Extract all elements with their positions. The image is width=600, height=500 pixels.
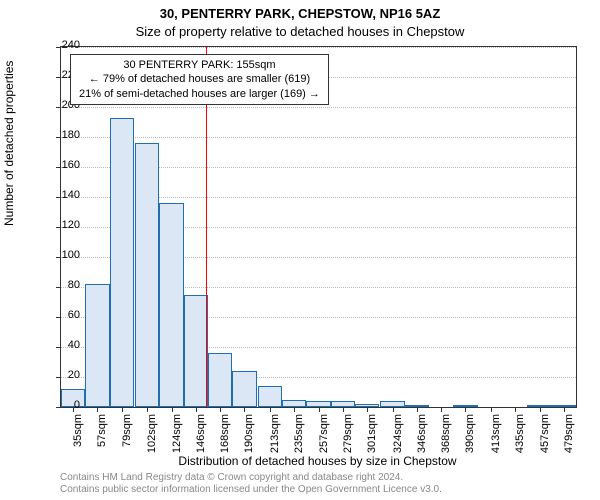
xtick-mark [491,407,492,412]
histogram-bar [135,143,159,407]
xtick-label: 457sqm [539,414,551,454]
xtick-label: 279sqm [342,414,354,454]
xtick-mark [441,407,442,412]
annotation-line2: ← 79% of detached houses are smaller (61… [79,72,320,86]
xtick-label: 79sqm [121,414,133,454]
xtick-mark [564,407,565,412]
xtick-label: 413sqm [490,414,502,454]
xtick-mark [97,407,98,412]
ytick-label: 40 [50,339,80,351]
xtick-label: 346sqm [416,414,428,454]
xtick-mark [540,407,541,412]
xtick-label: 190sqm [243,414,255,454]
gridline [61,137,576,138]
xtick-label: 324sqm [392,414,404,454]
ytick-label: 160 [50,159,80,171]
xtick-label: 479sqm [563,414,575,454]
annotation-line1: 30 PENTERRY PARK: 155sqm [79,58,320,72]
xtick-label: 57sqm [96,414,108,454]
xtick-label: 213sqm [269,414,281,454]
ytick-label: 180 [50,129,80,141]
xtick-mark [367,407,368,412]
ytick-label: 80 [50,279,80,291]
histogram-bar [85,284,109,407]
xtick-mark [393,407,394,412]
xtick-label: 235sqm [293,414,305,454]
license-line1: Contains HM Land Registry data © Crown c… [60,472,575,484]
ytick-label: 100 [50,249,80,261]
histogram-bar [184,295,208,408]
xtick-mark [122,407,123,412]
xtick-mark [465,407,466,412]
xtick-mark [417,407,418,412]
ytick-label: 60 [50,309,80,321]
xtick-mark [220,407,221,412]
xtick-mark [172,407,173,412]
gridline [61,107,576,108]
xtick-label: 390sqm [464,414,476,454]
xtick-label: 257sqm [318,414,330,454]
ytick-label: 120 [50,219,80,231]
ytick-label: 240 [50,39,80,51]
xtick-mark [294,407,295,412]
xtick-label: 168sqm [219,414,231,454]
histogram-bar [282,400,306,408]
xtick-label: 35sqm [72,414,84,454]
y-axis-label: Number of detached properties [2,61,16,226]
histogram-bar [208,353,232,407]
license-line2: Contains public sector information licen… [60,484,575,496]
xtick-mark [515,407,516,412]
xtick-label: 124sqm [171,414,183,454]
ytick-label: 140 [50,189,80,201]
xtick-mark [196,407,197,412]
gridline [61,47,576,48]
chart-container: 30, PENTERRY PARK, CHEPSTOW, NP16 5AZ Si… [0,0,600,500]
histogram-bar [110,118,134,408]
xtick-mark [270,407,271,412]
xtick-mark [319,407,320,412]
ytick-label: 20 [50,369,80,381]
ytick-label: 0 [50,399,80,411]
xtick-label: 146sqm [195,414,207,454]
xtick-label: 102sqm [146,414,158,454]
annotation-line3: 21% of semi-detached houses are larger (… [79,87,320,101]
chart-subtitle: Size of property relative to detached ho… [0,24,600,39]
xtick-mark [244,407,245,412]
histogram-bar [159,203,183,407]
xtick-mark [343,407,344,412]
xtick-label: 301sqm [366,414,378,454]
xtick-mark [147,407,148,412]
histogram-bar [258,386,282,407]
xtick-label: 368sqm [440,414,452,454]
histogram-bar [232,371,256,407]
annotation-box: 30 PENTERRY PARK: 155sqm ← 79% of detach… [70,54,329,105]
license-text: Contains HM Land Registry data © Crown c… [60,472,575,496]
xtick-label: 435sqm [514,414,526,454]
x-axis-label: Distribution of detached houses by size … [60,454,575,468]
chart-title: 30, PENTERRY PARK, CHEPSTOW, NP16 5AZ [0,6,600,21]
